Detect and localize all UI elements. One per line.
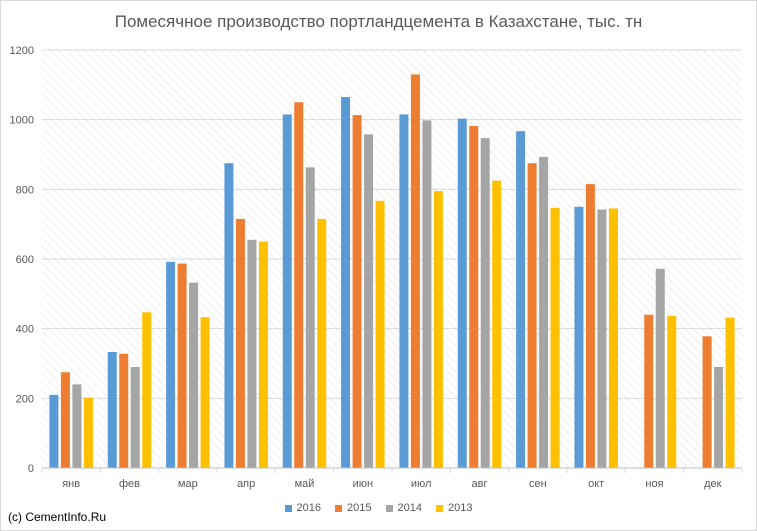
bar-2016-янв: [49, 394, 59, 468]
bar-2014-янв: [72, 384, 82, 468]
bar-2014-авг: [480, 138, 490, 468]
bar-2016-июн: [341, 97, 351, 469]
chart-title: Помесячное производство портландцемента …: [114, 12, 643, 31]
bar-2015-ноя: [644, 314, 654, 468]
bar-2013-апр: [258, 241, 268, 468]
bar-2013-сен: [550, 207, 560, 469]
x-tick-label: май: [295, 478, 315, 490]
bar-2016-авг: [457, 118, 467, 468]
bar-2014-фев: [130, 366, 140, 468]
legend-item-2016: 2016: [284, 502, 322, 514]
y-tick-label: 1000: [10, 115, 34, 127]
legend-swatch: [435, 504, 443, 512]
legend-swatch: [385, 504, 393, 512]
bar-2016-сен: [516, 131, 526, 468]
bar-2015-мар: [177, 263, 187, 468]
bar-2014-сен: [539, 156, 549, 468]
x-tick-label: ноя: [645, 478, 663, 490]
x-tick-label: июн: [353, 478, 373, 490]
x-tick-label: мар: [178, 478, 198, 490]
legend-label: 2016: [296, 502, 322, 514]
bar-2013-янв: [83, 397, 93, 468]
bar-2013-май: [317, 218, 327, 468]
x-tick-label: июл: [411, 478, 432, 490]
legend: 2016 2015 2014 2013: [0, 502, 757, 514]
bar-2016-окт: [574, 206, 584, 468]
bar-2013-июл: [433, 191, 443, 468]
bar-2014-май: [305, 167, 315, 468]
bar-2016-май: [282, 114, 292, 469]
x-tick-label: окт: [588, 478, 604, 490]
bar-2015-июн: [352, 115, 362, 468]
bar-2015-авг: [469, 125, 479, 468]
bar-2014-апр: [247, 239, 257, 468]
y-tick-label: 600: [16, 254, 34, 266]
legend-item-2015: 2015: [335, 502, 372, 514]
x-tick-label: фев: [119, 478, 140, 490]
credit-text: (c) CementInfo.Ru: [8, 510, 107, 524]
y-tick-label: 0: [28, 463, 34, 475]
legend-label: 2013: [447, 502, 473, 514]
bar-2014-июл: [422, 120, 432, 468]
y-tick-label: 800: [16, 184, 34, 196]
bar-2015-сен: [527, 163, 537, 469]
x-tick-label: сен: [529, 478, 547, 490]
legend-swatch: [335, 504, 343, 512]
x-tick-label: дек: [704, 478, 722, 490]
bar-2015-янв: [60, 372, 70, 468]
bar-2013-мар: [200, 317, 210, 468]
legend-item-2013: 2013: [435, 502, 473, 514]
bar-2015-май: [294, 102, 304, 468]
bar-2015-фев: [119, 353, 129, 468]
x-tick-label: апр: [237, 478, 255, 490]
bar-2014-дек: [714, 366, 724, 468]
bar-2016-фев: [107, 352, 117, 468]
bar-2016-мар: [166, 261, 176, 468]
bar-2015-апр: [235, 218, 245, 468]
y-tick-label: 1200: [10, 45, 34, 57]
bar-2016-апр: [224, 163, 234, 469]
bar-2014-мар: [189, 282, 199, 468]
bar-2014-окт: [597, 209, 607, 468]
bar-2015-июл: [410, 74, 420, 468]
bar-2014-июн: [364, 134, 374, 468]
y-tick-label: 200: [16, 393, 34, 405]
bar-2013-июн: [375, 200, 385, 468]
bar-2015-окт: [585, 184, 595, 468]
bar-2013-дек: [725, 317, 735, 468]
bar-2013-авг: [492, 180, 502, 468]
y-tick-label: 400: [16, 324, 34, 336]
bar-2015-дек: [702, 336, 712, 468]
x-tick-label: янв: [62, 478, 80, 490]
bar-2016-июл: [399, 114, 409, 469]
legend-item-2014: 2014: [385, 502, 422, 514]
bar-2013-ноя: [667, 315, 677, 468]
bar-2013-фев: [142, 312, 152, 468]
legend-label: 2015: [347, 502, 372, 514]
legend-swatch: [284, 504, 292, 512]
bar-2014-ноя: [655, 268, 665, 468]
legend-label: 2014: [397, 502, 422, 514]
x-tick-label: авг: [472, 478, 488, 490]
bar-2013-окт: [608, 208, 618, 468]
